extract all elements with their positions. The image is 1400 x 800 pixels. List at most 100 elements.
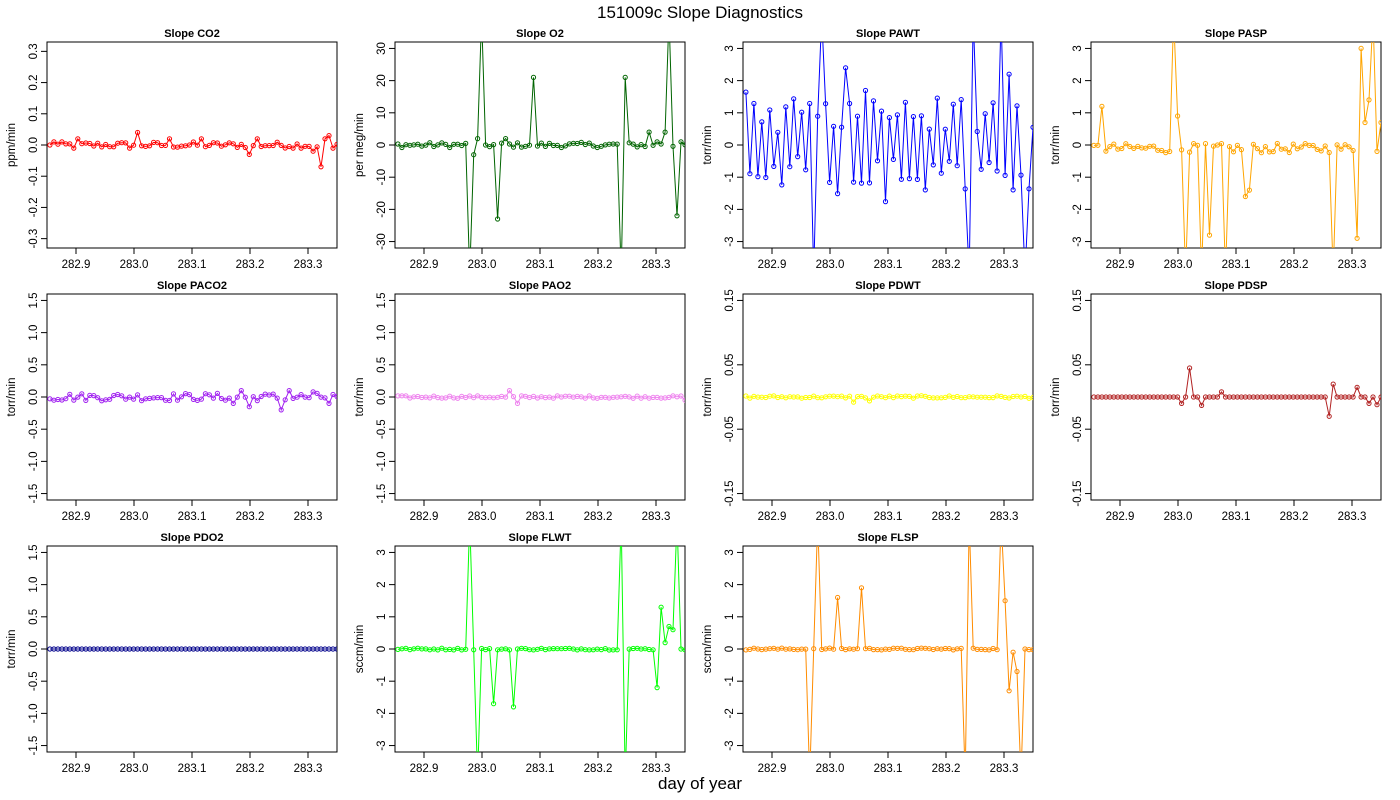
data-point	[230, 141, 236, 147]
data-point	[79, 391, 85, 397]
data-point	[954, 163, 960, 169]
data-point	[1010, 187, 1016, 193]
x-tick-label: 283.0	[1164, 259, 1193, 271]
data-point	[1006, 688, 1012, 694]
data-point	[1023, 272, 1027, 276]
data-point	[795, 154, 801, 160]
data-point	[1374, 402, 1380, 408]
x-tick-label: 282.9	[410, 511, 439, 523]
y-tick-label: 1	[724, 110, 736, 116]
data-point	[166, 136, 173, 142]
data-point	[1218, 389, 1225, 395]
x-tick-label: 283.1	[178, 763, 207, 775]
data-point	[514, 140, 521, 146]
data-point	[270, 142, 276, 149]
data-point	[874, 158, 881, 164]
series-line	[745, 546, 1033, 752]
data-point	[562, 143, 569, 149]
data-point	[198, 136, 204, 142]
data-point	[246, 404, 252, 410]
data-point	[538, 140, 545, 146]
data-point	[831, 123, 837, 129]
y-tick-label: -0.5	[28, 671, 40, 691]
data-point	[938, 170, 944, 176]
x-tick-label: 283.1	[526, 511, 555, 523]
data-point	[634, 144, 640, 150]
data-point	[967, 272, 971, 276]
series-slope-pasp	[1091, 14, 1381, 248]
data-point	[1366, 400, 1372, 406]
y-tick-label: 2	[376, 581, 388, 587]
data-point	[978, 166, 984, 172]
data-point	[103, 141, 109, 148]
x-tick-label: 283.1	[874, 511, 903, 523]
data-point	[862, 87, 869, 94]
data-point	[67, 391, 73, 397]
y-tick-label: 0	[724, 142, 736, 148]
y-tick-label: 0.5	[28, 609, 40, 625]
data-point	[1195, 142, 1201, 148]
data-point	[427, 395, 433, 401]
x-tick-label: 283.3	[990, 763, 1019, 775]
x-tick-label: 283.1	[1222, 259, 1251, 271]
data-point	[222, 142, 228, 148]
data-point	[258, 393, 264, 400]
data-point	[783, 104, 789, 110]
data-point	[1330, 381, 1336, 387]
data-point	[634, 393, 640, 399]
data-point	[807, 100, 813, 107]
data-point	[1167, 148, 1173, 155]
data-point	[1030, 124, 1033, 130]
x-tick-label: 283.1	[1222, 511, 1251, 523]
y-tick-label: 1.0	[28, 577, 40, 593]
data-point	[294, 141, 300, 147]
x-tick-label: 283.3	[294, 763, 323, 775]
x-tick-label: 283.2	[584, 763, 613, 775]
data-point	[87, 140, 93, 147]
data-point	[1026, 186, 1032, 192]
data-point	[447, 144, 453, 151]
data-point	[866, 398, 873, 404]
y-tick-label: 1.5	[28, 544, 40, 560]
data-point	[282, 397, 288, 403]
panel-slope-co2: Slope CO2 282.9 283.0 283.1 283.2 283.3 -0.3 -0…	[6, 28, 338, 271]
data-point	[471, 395, 477, 401]
panel-title: Slope PAO2	[509, 280, 571, 292]
data-point	[839, 124, 845, 130]
y-tick-label: 3	[376, 549, 388, 555]
data-point	[906, 393, 913, 399]
x-tick-label: 283.2	[1280, 511, 1309, 523]
y-tick-label: -3	[376, 740, 388, 750]
x-tick-label: 283.2	[236, 763, 265, 775]
x-tick-label: 283.3	[642, 511, 671, 523]
panel-slope-pdo2: Slope PDO2 282.9 283.0 283.1 283.2 283.3 -1.5 -…	[6, 532, 338, 775]
data-point	[1103, 148, 1109, 154]
data-point	[1346, 144, 1352, 150]
data-point	[1371, 14, 1375, 18]
data-point	[186, 142, 193, 148]
series-line	[745, 395, 1033, 403]
series-line	[1093, 42, 1381, 248]
data-point	[1131, 145, 1137, 151]
data-point	[487, 144, 493, 150]
x-tick-label: 283.1	[874, 763, 903, 775]
data-point	[678, 393, 684, 399]
data-point	[839, 393, 845, 399]
data-point	[743, 89, 749, 95]
data-point	[1175, 394, 1181, 400]
data-point	[990, 100, 996, 106]
data-point	[799, 109, 805, 115]
data-point	[1238, 147, 1245, 153]
panel-title: Slope PASP	[1205, 28, 1267, 40]
data-point	[1254, 146, 1261, 152]
data-point	[499, 140, 505, 146]
y-tick-label: 1	[1072, 110, 1084, 116]
x-tick-label: 283.0	[816, 763, 845, 775]
y-axis-label: torr/min	[1050, 126, 1062, 165]
data-point	[1270, 149, 1276, 155]
data-point	[526, 142, 533, 148]
panel-title: Slope CO2	[164, 28, 220, 40]
data-point	[1123, 141, 1129, 147]
x-tick-label: 283.0	[120, 511, 149, 523]
data-point	[190, 139, 196, 145]
